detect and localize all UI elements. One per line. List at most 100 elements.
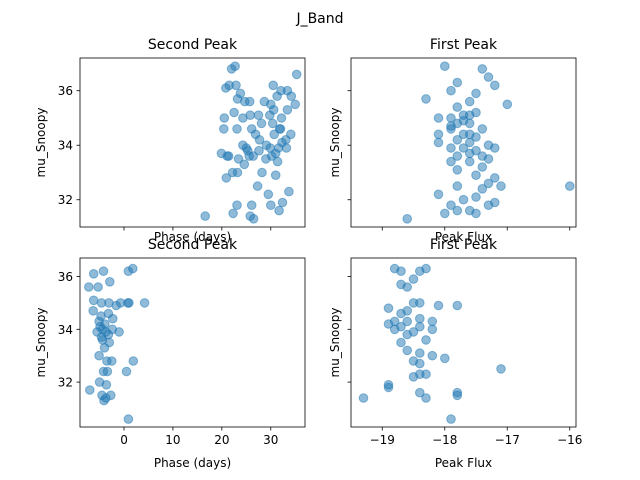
- data-point: [128, 263, 138, 274]
- data-point: [103, 329, 114, 340]
- data-point: [427, 324, 438, 335]
- data-point: [290, 99, 301, 110]
- data-point: [245, 110, 255, 120]
- data-point: [389, 324, 400, 335]
- data-point: [477, 64, 488, 74]
- data-point: [402, 214, 413, 224]
- x-tick-label: −18: [432, 433, 457, 447]
- data-point: [268, 80, 279, 91]
- data-point: [223, 151, 234, 161]
- data-point: [263, 189, 274, 200]
- data-point: [402, 306, 413, 316]
- data-point: [265, 110, 275, 120]
- data-point: [200, 211, 210, 221]
- data-point: [458, 194, 469, 205]
- data-point: [502, 99, 513, 110]
- data-point: [421, 263, 431, 274]
- data-point: [270, 170, 281, 180]
- data-point: [477, 162, 488, 172]
- data-point: [452, 102, 463, 112]
- y-tick-label: 34: [58, 323, 73, 337]
- data-point: [440, 208, 450, 219]
- subplot-title: Second Peak: [148, 237, 238, 253]
- subplot-title: Second Peak: [148, 37, 238, 53]
- data-point: [88, 269, 99, 279]
- data-point: [114, 327, 124, 337]
- data-point: [421, 335, 431, 345]
- data-point: [483, 72, 494, 82]
- data-point: [123, 414, 134, 424]
- data-point: [277, 197, 288, 208]
- data-point: [483, 154, 494, 164]
- data-point: [408, 327, 419, 337]
- data-point: [99, 343, 110, 353]
- data-point: [471, 88, 481, 99]
- data-point: [471, 208, 481, 219]
- data-point: [415, 298, 425, 308]
- y-axis-label: mu_Snoopy: [328, 308, 342, 378]
- subplot-2: First Peak Peak Flux mu_Snoopy: [328, 37, 577, 244]
- data-point: [219, 124, 229, 134]
- x-tick-label: −16: [557, 433, 582, 447]
- data-point: [257, 167, 267, 178]
- data-point: [239, 159, 250, 170]
- scatter-points: [402, 61, 575, 224]
- axes-frame: [79, 57, 306, 228]
- x-tick-label: 20: [214, 433, 229, 447]
- axes-frame: [350, 257, 577, 428]
- data-point: [565, 181, 575, 191]
- data-point: [244, 96, 255, 107]
- data-point: [415, 313, 425, 324]
- data-point: [408, 372, 419, 382]
- data-point: [396, 337, 406, 348]
- data-point: [245, 211, 255, 221]
- y-tick-label: 32: [58, 376, 73, 390]
- data-point: [97, 335, 108, 345]
- data-point: [231, 80, 241, 91]
- data-point: [496, 364, 506, 374]
- data-point: [282, 105, 293, 115]
- data-point: [446, 414, 456, 424]
- data-point: [452, 77, 463, 88]
- data-point: [383, 303, 394, 314]
- data-point: [93, 282, 103, 292]
- data-point: [402, 282, 413, 292]
- data-point: [440, 353, 450, 364]
- data-point: [106, 390, 116, 401]
- data-point: [464, 96, 475, 107]
- data-point: [477, 124, 488, 134]
- data-point: [477, 184, 488, 194]
- data-point: [452, 151, 463, 161]
- data-point: [446, 85, 456, 96]
- data-point: [94, 377, 105, 387]
- data-point: [446, 121, 456, 131]
- y-axis-label: mu_Snoopy: [34, 108, 48, 178]
- data-point: [107, 356, 117, 366]
- data-point: [98, 266, 109, 277]
- data-point: [282, 85, 293, 96]
- data-point: [108, 313, 118, 324]
- data-point: [124, 298, 134, 308]
- data-point: [496, 181, 506, 191]
- scatter-points: [84, 263, 150, 424]
- data-point: [446, 200, 456, 210]
- data-point: [464, 129, 475, 140]
- scatter-points: [200, 61, 302, 224]
- x-tick-label: −19: [370, 433, 395, 447]
- data-point: [433, 189, 444, 200]
- data-point: [396, 266, 406, 277]
- data-point: [248, 151, 258, 161]
- data-point: [446, 156, 456, 167]
- data-point: [490, 80, 500, 91]
- y-tick-label: 34: [58, 139, 73, 153]
- data-point: [490, 173, 500, 183]
- subplot-4: −19 −18 −17 −16 First Peak Peak Flux mu_Snoopy: [328, 237, 582, 470]
- data-point: [452, 205, 463, 216]
- data-point: [358, 393, 369, 403]
- data-point: [272, 156, 283, 167]
- figure-suptitle: J_Band: [295, 11, 343, 27]
- data-point: [94, 350, 104, 361]
- data-point: [471, 170, 481, 180]
- data-point: [415, 387, 425, 398]
